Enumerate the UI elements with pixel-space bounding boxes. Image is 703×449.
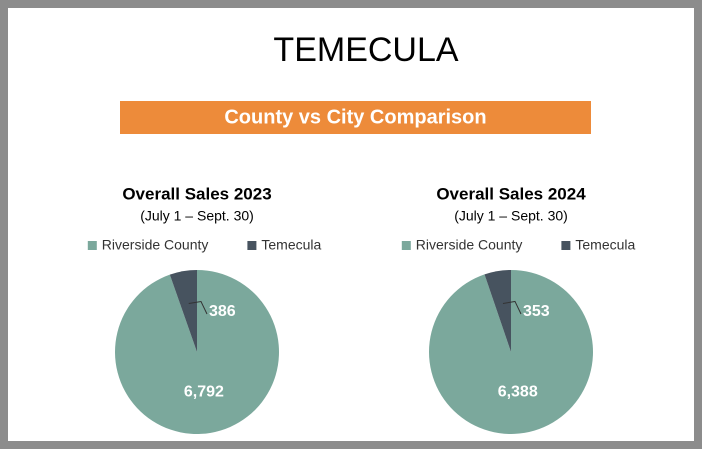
legend-swatch	[247, 241, 257, 250]
data-label: 6,792	[184, 384, 224, 401]
legend-label: Temecula	[261, 237, 321, 253]
leader-line	[502, 300, 522, 315]
legend-label: Temecula	[575, 237, 635, 253]
leader-line	[188, 300, 208, 315]
chart-title: Overall Sales 2023	[122, 184, 271, 203]
pie-slice	[114, 270, 279, 435]
legend-swatch	[561, 241, 571, 250]
pie-slice	[428, 270, 593, 434]
data-label: 386	[209, 303, 236, 320]
legend-swatch	[87, 241, 97, 250]
data-label: 353	[523, 303, 550, 320]
legend-swatch	[401, 241, 411, 250]
chart-title: Overall Sales 2024	[436, 184, 586, 203]
chart-subtitle: (July 1 – Sept. 30)	[140, 208, 254, 224]
chart-subtitle: (July 1 – Sept. 30)	[454, 208, 568, 224]
legend-label: Riverside County	[416, 237, 523, 253]
data-label: 6,388	[498, 384, 538, 401]
page-title: TEMECULA	[273, 31, 458, 69]
banner	[120, 101, 591, 134]
pie-slice	[484, 270, 511, 352]
legend-label: Riverside County	[102, 237, 209, 253]
pie-slice	[169, 270, 197, 352]
banner-text: County vs City Comparison	[224, 106, 486, 128]
